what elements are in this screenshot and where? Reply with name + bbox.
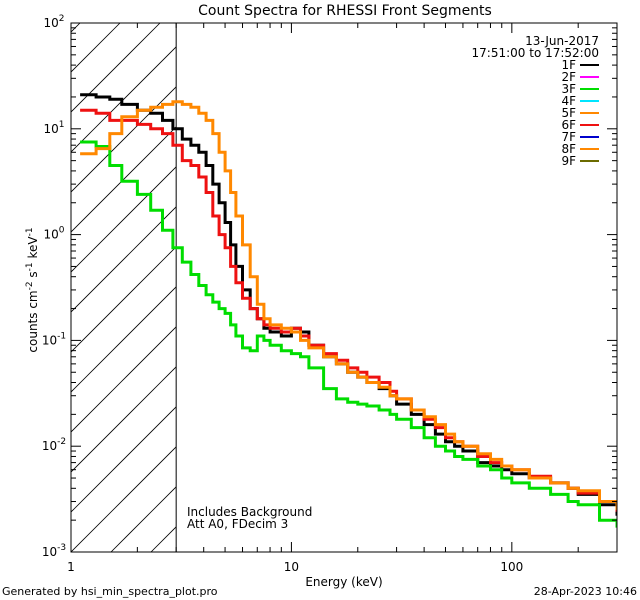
- x-axis-label: Energy (keV): [305, 575, 382, 589]
- legend-label-6F: 6F: [561, 118, 576, 132]
- series-line-8F: [80, 100, 617, 510]
- hatch-line: [71, 326, 177, 433]
- date-label: 13-Jun-2017: [525, 34, 599, 48]
- hatch-line: [591, 23, 640, 552]
- y-tick-label: 10-2: [42, 437, 66, 453]
- hatch-line: [631, 23, 640, 552]
- hatch-line: [71, 446, 177, 552]
- axes-group: 1 10 100 10-3 10-2 10-1 100 101 102: [42, 14, 618, 574]
- x-tick-label: 1: [67, 560, 75, 574]
- x-tick-label: 10: [284, 560, 299, 574]
- hatch-line: [71, 46, 177, 153]
- footer-timestamp: 28-Apr-2023 10:46: [534, 585, 637, 598]
- legend-label-1F: 1F: [561, 58, 576, 72]
- hatch-line: [311, 23, 640, 552]
- hatch-line: [71, 406, 177, 513]
- hatch-line: [471, 23, 640, 552]
- hatch-line: [71, 166, 177, 273]
- y-tick-label: 101: [43, 120, 64, 136]
- hatch-lines: [71, 23, 640, 552]
- hatch-line: [71, 126, 177, 233]
- plot-frame: [70, 22, 618, 553]
- hatch-line: [71, 206, 177, 313]
- annotation-background: Includes Background: [187, 505, 312, 519]
- hatch-line: [271, 23, 640, 552]
- hatch-line: [71, 23, 161, 113]
- footer-generator: Generated by hsi_min_spectra_plot.pro: [2, 585, 218, 598]
- legend-label-4F: 4F: [561, 94, 576, 108]
- excluded-energy-hatch: [71, 23, 640, 552]
- y-tick-label: 100: [43, 226, 64, 242]
- y-tick-label: 10-1: [42, 331, 66, 347]
- hatch-line: [231, 23, 640, 552]
- legend-label-5F: 5F: [561, 106, 576, 120]
- y-axis-label: counts cm-2 s-1 keV-1: [25, 227, 40, 352]
- hatch-line: [71, 86, 177, 193]
- y-tick-label: 102: [43, 14, 64, 30]
- series-line-6F: [80, 108, 617, 512]
- legend-label-3F: 3F: [561, 82, 576, 96]
- hatch-line: [71, 286, 177, 393]
- hatch-line: [351, 23, 640, 552]
- legend-label-2F: 2F: [561, 70, 576, 84]
- hatch-line: [71, 23, 121, 73]
- time-range-label: 17:51:00 to 17:52:00: [472, 46, 599, 60]
- series-group: [80, 93, 617, 528]
- hatch-line: [71, 366, 177, 473]
- legend-label-9F: 9F: [561, 154, 576, 168]
- series-line-1F: [80, 93, 617, 516]
- x-tick-label: 100: [500, 560, 523, 574]
- series-line-3F: [80, 140, 617, 528]
- legend-label-7F: 7F: [561, 130, 576, 144]
- chart-title: Count Spectra for RHESSI Front Segments: [198, 3, 492, 19]
- hatch-line: [431, 23, 640, 552]
- annotation-attenuator: Att A0, FDecim 3: [187, 517, 288, 531]
- hatch-line: [71, 246, 177, 353]
- legend-label-8F: 8F: [561, 142, 576, 156]
- y-tick-label: 10-3: [42, 543, 66, 559]
- hatch-line: [71, 23, 81, 33]
